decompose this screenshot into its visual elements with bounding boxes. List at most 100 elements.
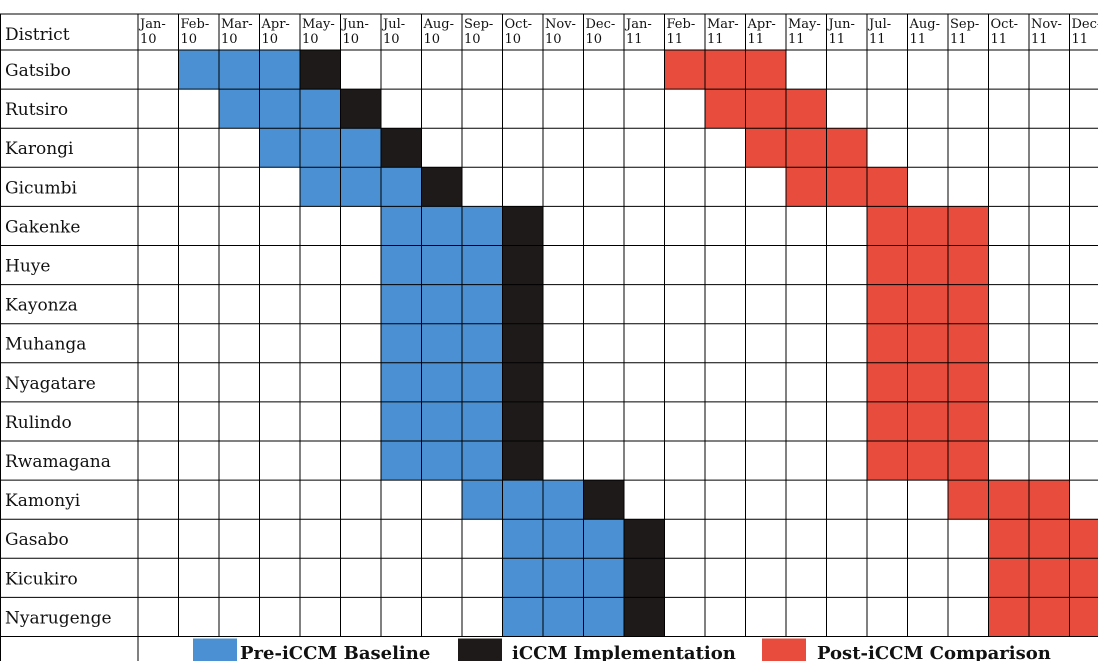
cell-baseline-nyagatare-aug-10 <box>421 362 462 402</box>
cell-comparison-rutsiro-may-11 <box>786 89 827 129</box>
legend-label-comparison: Post-iCCM Comparison <box>817 643 1051 661</box>
cell-implementation-muhanga-oct-10 <box>502 323 543 363</box>
month-label: Jun-11 <box>827 17 855 47</box>
cell-implementation-huye-oct-10 <box>502 245 543 285</box>
cell-baseline-gatsibo-feb-10 <box>178 50 219 90</box>
cell-comparison-gasabo-dec-11 <box>1069 519 1098 559</box>
cell-comparison-gatsibo-mar-11 <box>705 50 746 90</box>
month-label: Apr-10 <box>261 17 290 47</box>
cell-comparison-rulindo-sep-11 <box>948 401 989 441</box>
cell-baseline-muhanga-sep-10 <box>462 323 503 363</box>
cell-comparison-nyarugenge-nov-11 <box>1029 597 1070 637</box>
month-label: Mar-10 <box>221 17 253 47</box>
cell-comparison-rwamagana-jul-11 <box>867 441 908 481</box>
cell-baseline-rulindo-aug-10 <box>421 401 462 441</box>
cell-baseline-kicukiro-dec-10 <box>583 558 624 598</box>
cell-baseline-gasabo-dec-10 <box>583 519 624 559</box>
cell-baseline-rwamagana-aug-10 <box>421 441 462 481</box>
district-label: Gakenke <box>5 217 80 237</box>
cell-baseline-rutsiro-mar-10 <box>219 89 260 129</box>
month-label: Aug-11 <box>909 17 940 47</box>
district-label: Gicumbi <box>5 178 77 198</box>
month-label: Feb-10 <box>181 17 210 47</box>
grid-lines <box>0 13 1098 661</box>
district-label: Nyarugenge <box>5 608 112 628</box>
cell-comparison-gicumbi-jul-11 <box>867 167 908 207</box>
cell-baseline-gasabo-oct-10 <box>502 519 543 559</box>
district-label: Muhanga <box>5 335 86 355</box>
cell-baseline-gatsibo-mar-10 <box>219 50 260 90</box>
cell-baseline-muhanga-jul-10 <box>381 323 422 363</box>
month-label: Sep-11 <box>950 17 979 47</box>
cell-baseline-gatsibo-apr-10 <box>259 50 300 90</box>
month-label: Jul-10 <box>381 17 405 47</box>
cell-comparison-kamonyi-sep-11 <box>948 480 989 520</box>
month-label: Oct-10 <box>505 17 533 47</box>
cell-comparison-huye-jul-11 <box>867 245 908 285</box>
district-label: Karongi <box>5 139 74 159</box>
cell-baseline-kayonza-sep-10 <box>462 284 503 324</box>
cell-implementation-kamonyi-dec-10 <box>583 480 624 520</box>
cell-baseline-rwamagana-sep-10 <box>462 441 503 481</box>
cell-baseline-nyarugenge-oct-10 <box>502 597 543 637</box>
cell-baseline-nyagatare-jul-10 <box>381 362 422 402</box>
cell-baseline-gicumbi-jun-10 <box>340 167 381 207</box>
cell-baseline-gakenke-sep-10 <box>462 206 503 246</box>
cell-comparison-huye-sep-11 <box>948 245 989 285</box>
district-label: Rutsiro <box>5 100 68 120</box>
cell-comparison-gatsibo-apr-11 <box>745 50 786 90</box>
cell-comparison-huye-aug-11 <box>907 245 948 285</box>
cell-comparison-gicumbi-jun-11 <box>826 167 867 207</box>
cell-comparison-karongi-apr-11 <box>745 128 786 168</box>
cell-comparison-gakenke-sep-11 <box>948 206 989 246</box>
legend-label-baseline: Pre-iCCM Baseline <box>240 643 430 661</box>
cell-implementation-karongi-jul-10 <box>381 128 422 168</box>
month-label: Mar-11 <box>707 17 739 47</box>
table-labels: DistrictJan-10Feb-10Mar-10Apr-10May-10Ju… <box>5 17 1098 628</box>
cell-comparison-gicumbi-may-11 <box>786 167 827 207</box>
cell-comparison-kicukiro-nov-11 <box>1029 558 1070 598</box>
month-label: Apr-11 <box>747 17 776 47</box>
district-label: Kicukiro <box>5 569 78 589</box>
cell-comparison-muhanga-sep-11 <box>948 323 989 363</box>
cell-baseline-huye-aug-10 <box>421 245 462 285</box>
district-label: Rulindo <box>5 413 72 433</box>
cell-implementation-nyagatare-oct-10 <box>502 362 543 402</box>
legend-swatch-baseline <box>193 638 237 661</box>
cell-comparison-karongi-may-11 <box>786 128 827 168</box>
cell-implementation-kicukiro-jan-11 <box>624 558 665 598</box>
month-label: Dec-10 <box>586 17 616 47</box>
cell-implementation-gakenke-oct-10 <box>502 206 543 246</box>
cell-baseline-kamonyi-nov-10 <box>543 480 584 520</box>
cell-comparison-gatsibo-feb-11 <box>664 50 705 90</box>
cell-baseline-rulindo-jul-10 <box>381 401 422 441</box>
cell-baseline-gakenke-jul-10 <box>381 206 422 246</box>
legend-swatch-comparison <box>762 638 806 661</box>
cell-comparison-rwamagana-sep-11 <box>948 441 989 481</box>
cell-comparison-rulindo-aug-11 <box>907 401 948 441</box>
month-label: Feb-11 <box>667 17 696 47</box>
cell-comparison-gasabo-nov-11 <box>1029 519 1070 559</box>
month-label: May-11 <box>788 17 821 47</box>
month-label: Jan-11 <box>624 17 652 47</box>
month-label: Sep-10 <box>464 17 493 47</box>
month-label: Jun-10 <box>341 17 369 47</box>
month-label: Dec-11 <box>1072 17 1098 47</box>
cell-comparison-nyarugenge-oct-11 <box>988 597 1029 637</box>
district-label: Kayonza <box>5 296 78 316</box>
cell-baseline-gicumbi-jul-10 <box>381 167 422 207</box>
month-label: Nov-10 <box>545 17 576 47</box>
cell-comparison-nyagatare-jul-11 <box>867 362 908 402</box>
cell-baseline-rwamagana-jul-10 <box>381 441 422 481</box>
cell-baseline-nyarugenge-dec-10 <box>583 597 624 637</box>
cell-comparison-kamonyi-nov-11 <box>1029 480 1070 520</box>
cell-comparison-gakenke-jul-11 <box>867 206 908 246</box>
cell-implementation-rwamagana-oct-10 <box>502 441 543 481</box>
cell-baseline-kayonza-jul-10 <box>381 284 422 324</box>
header-district-label: District <box>5 25 70 45</box>
cell-baseline-nyagatare-sep-10 <box>462 362 503 402</box>
cell-comparison-kicukiro-oct-11 <box>988 558 1029 598</box>
cell-implementation-nyarugenge-jan-11 <box>624 597 665 637</box>
cell-comparison-kicukiro-dec-11 <box>1069 558 1098 598</box>
cell-comparison-muhanga-aug-11 <box>907 323 948 363</box>
